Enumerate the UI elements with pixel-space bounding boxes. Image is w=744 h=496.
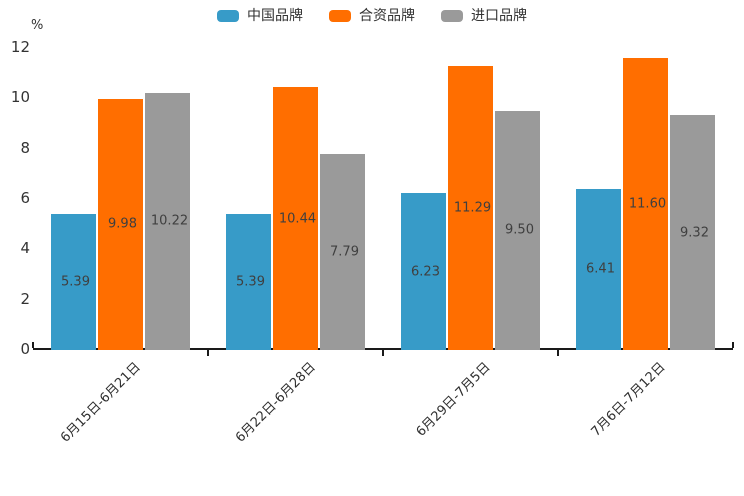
x-axis-line [33, 348, 733, 350]
x-axis-category-label: 6月22日-6月28日 [233, 359, 319, 446]
bar-china-brands[interactable] [576, 188, 621, 350]
legend-item-china-brands[interactable]: 中国品牌 [217, 8, 303, 24]
y-axis-tick-label: 4 [20, 239, 30, 258]
bar-value-label: 6.41 [586, 261, 615, 277]
legend-label: 合资品牌 [359, 8, 415, 24]
bar-value-label: 5.39 [61, 274, 90, 290]
bar-value-label: 9.98 [108, 216, 137, 232]
bar-value-label: 9.32 [680, 225, 709, 241]
y-axis-tick-label: 10 [10, 88, 30, 107]
bar-china-brands[interactable] [226, 214, 271, 350]
bar-value-label: 10.22 [150, 213, 189, 229]
bar-value-label: 10.44 [278, 211, 317, 227]
bar-value-label: 6.23 [411, 264, 440, 280]
y-axis-tick-label: 0 [20, 340, 30, 358]
legend: 中国品牌 合资品牌 进口品牌 [0, 8, 744, 24]
x-axis-end-tick [32, 342, 34, 348]
y-axis-tick-label: 2 [20, 289, 30, 308]
bar-imported-brands[interactable] [320, 153, 365, 350]
legend-label: 中国品牌 [247, 8, 303, 24]
bar-imported-brands[interactable] [145, 92, 190, 350]
bar-china-brands[interactable] [401, 193, 446, 350]
legend-swatch-icon [329, 10, 351, 22]
bar-joint-venture-brands[interactable] [98, 98, 143, 350]
legend-swatch-icon [441, 10, 463, 22]
bar-value-label: 11.29 [453, 200, 492, 216]
y-axis-tick-label: 12 [10, 38, 30, 56]
x-axis-tick [557, 350, 559, 356]
x-axis-category-label: 6月15日-6月21日 [58, 359, 144, 446]
y-axis-tick-label: 8 [20, 138, 30, 157]
bar-china-brands[interactable] [51, 214, 96, 350]
bar-value-label: 5.39 [236, 274, 265, 290]
y-axis-tick-label: 6 [20, 189, 30, 207]
bar-value-label: 11.60 [628, 196, 667, 212]
legend-label: 进口品牌 [471, 8, 527, 24]
legend-item-joint-venture-brands[interactable]: 合资品牌 [329, 8, 415, 24]
bar-imported-brands[interactable] [495, 110, 540, 350]
bar-imported-brands[interactable] [670, 115, 715, 350]
bar-value-label: 9.50 [505, 222, 534, 238]
x-axis-category-label: 6月29日-7月5日 [413, 359, 494, 440]
bar-joint-venture-brands[interactable] [448, 65, 493, 350]
bar-value-label: 7.79 [330, 244, 359, 260]
x-axis-category-label: 7月6日-7月12日 [588, 359, 669, 440]
bar-joint-venture-brands[interactable] [273, 87, 318, 350]
legend-item-imported-brands[interactable]: 进口品牌 [441, 8, 527, 24]
y-axis-unit-label: % [31, 18, 44, 33]
x-axis-tick [207, 350, 209, 356]
legend-swatch-icon [217, 10, 239, 22]
bar-joint-venture-brands[interactable] [623, 58, 668, 350]
x-axis-tick [382, 350, 384, 356]
x-axis-end-tick [732, 342, 734, 348]
